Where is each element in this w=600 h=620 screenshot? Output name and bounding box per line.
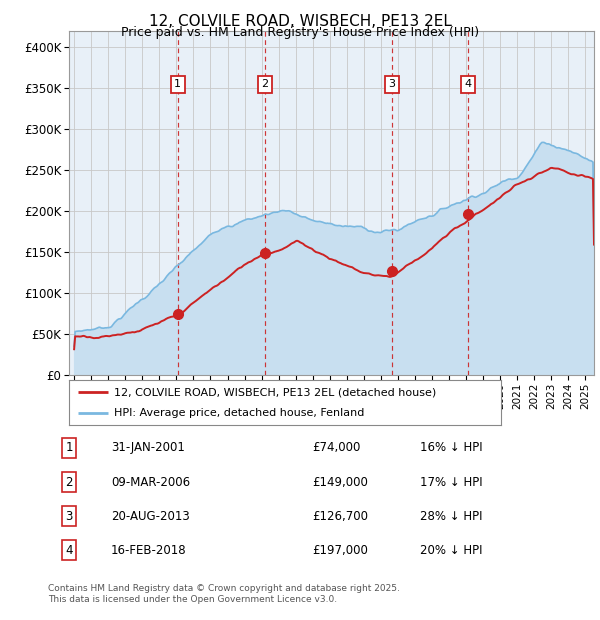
Text: 12, COLVILE ROAD, WISBECH, PE13 2EL (detached house): 12, COLVILE ROAD, WISBECH, PE13 2EL (det… bbox=[115, 387, 437, 397]
Text: 3: 3 bbox=[65, 510, 73, 523]
Text: 16-FEB-2018: 16-FEB-2018 bbox=[111, 544, 187, 557]
Text: 12, COLVILE ROAD, WISBECH, PE13 2EL: 12, COLVILE ROAD, WISBECH, PE13 2EL bbox=[149, 14, 451, 29]
Text: £74,000: £74,000 bbox=[312, 441, 361, 454]
Text: 09-MAR-2006: 09-MAR-2006 bbox=[111, 476, 190, 489]
Text: 16% ↓ HPI: 16% ↓ HPI bbox=[420, 441, 482, 454]
Text: Price paid vs. HM Land Registry's House Price Index (HPI): Price paid vs. HM Land Registry's House … bbox=[121, 26, 479, 39]
Text: 17% ↓ HPI: 17% ↓ HPI bbox=[420, 476, 482, 489]
Text: 4: 4 bbox=[65, 544, 73, 557]
Text: 20-AUG-2013: 20-AUG-2013 bbox=[111, 510, 190, 523]
Text: HPI: Average price, detached house, Fenland: HPI: Average price, detached house, Fenl… bbox=[115, 407, 365, 418]
Text: 1: 1 bbox=[65, 441, 73, 454]
Text: 2: 2 bbox=[65, 476, 73, 489]
Text: 20% ↓ HPI: 20% ↓ HPI bbox=[420, 544, 482, 557]
Text: £149,000: £149,000 bbox=[312, 476, 368, 489]
Text: 1: 1 bbox=[174, 79, 181, 89]
Text: 28% ↓ HPI: 28% ↓ HPI bbox=[420, 510, 482, 523]
Text: 3: 3 bbox=[388, 79, 395, 89]
Text: £126,700: £126,700 bbox=[312, 510, 368, 523]
Text: Contains HM Land Registry data © Crown copyright and database right 2025.
This d: Contains HM Land Registry data © Crown c… bbox=[48, 584, 400, 604]
Text: 4: 4 bbox=[464, 79, 472, 89]
Text: 2: 2 bbox=[261, 79, 268, 89]
Text: £197,000: £197,000 bbox=[312, 544, 368, 557]
Text: 31-JAN-2001: 31-JAN-2001 bbox=[111, 441, 185, 454]
